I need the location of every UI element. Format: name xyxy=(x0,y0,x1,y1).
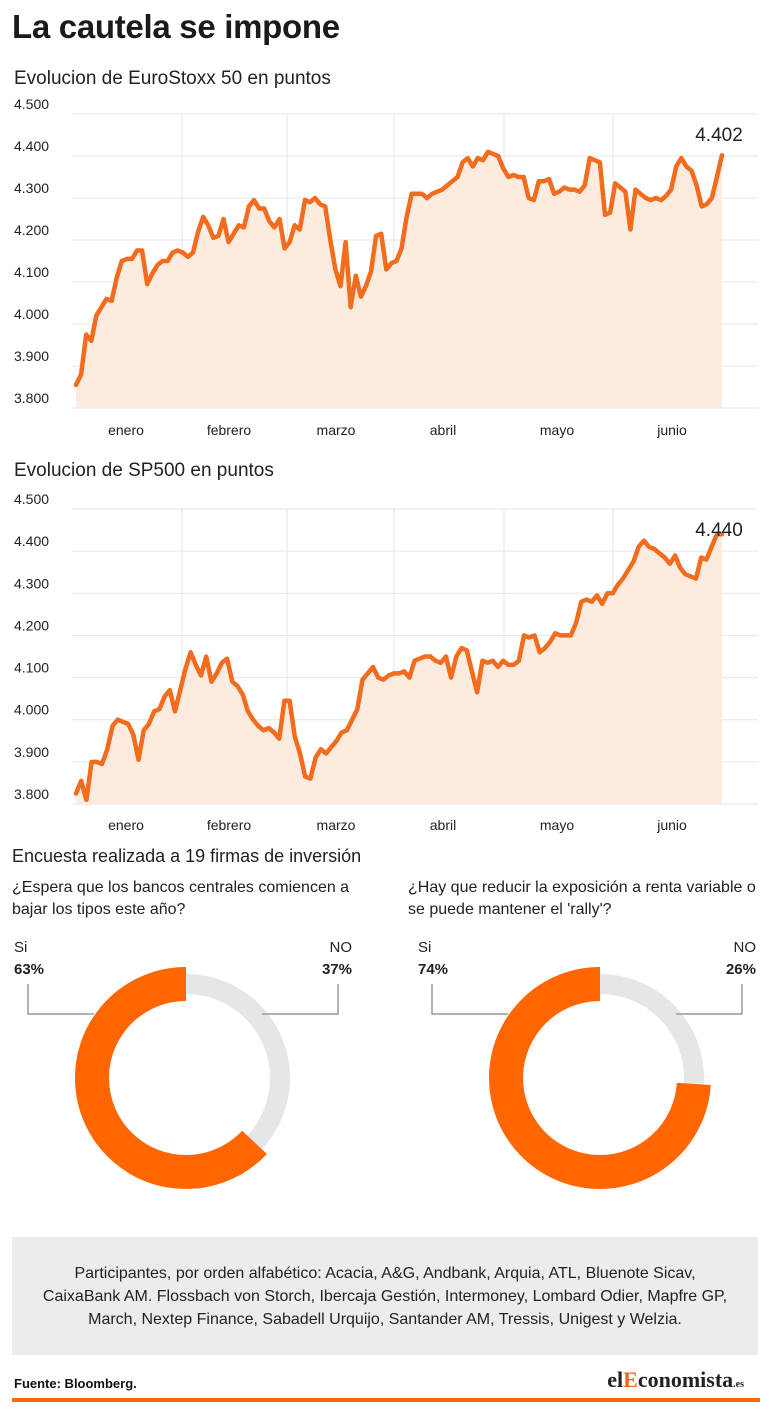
no-label: NO xyxy=(734,939,757,956)
logo-rest: conomista xyxy=(637,1367,734,1392)
question-1-text: ¿Espera que los bancos centrales comienc… xyxy=(12,879,350,918)
x-month-label: febrero xyxy=(207,422,252,438)
source-note: Fuente: Bloomberg. xyxy=(14,1376,137,1391)
series-line xyxy=(73,149,725,388)
y-tick-label: 4.300 xyxy=(14,180,49,196)
logo-es: .es xyxy=(733,1379,744,1390)
survey-title: Encuesta realizada a 19 firmas de invers… xyxy=(12,846,362,866)
connector-yes xyxy=(431,984,508,1015)
bottom-accent-bar xyxy=(12,1398,760,1402)
x-month-label: junio xyxy=(656,817,687,833)
x-month-label: junio xyxy=(656,422,687,438)
y-tick-label: 4.200 xyxy=(14,222,49,238)
question-2-text: ¿Hay que reducir la exposición a renta v… xyxy=(408,879,756,918)
y-tick-label: 4.000 xyxy=(14,306,49,322)
sp500-chart-title: Evolucion de SP500 en puntos xyxy=(14,460,274,481)
series-area xyxy=(76,534,722,804)
eurostoxx-chart-title: Evolucion de EuroStoxx 50 en puntos xyxy=(14,68,331,89)
yes-label: Si xyxy=(418,939,431,956)
x-month-label: febrero xyxy=(207,817,252,833)
x-month-label: enero xyxy=(108,817,144,833)
last-value-label: 4.440 xyxy=(695,520,743,541)
yes-value: 74% xyxy=(418,961,448,978)
y-tick-label: 4.300 xyxy=(14,575,49,591)
donut-yes-slice xyxy=(75,967,267,1189)
x-month-label: marzo xyxy=(317,817,356,833)
participants-text: Participantes, por orden alfabético: Aca… xyxy=(42,1264,728,1328)
eleconomista-logo: elEconomista.es xyxy=(607,1367,744,1393)
no-value: 37% xyxy=(322,961,352,978)
y-tick-label: 4.500 xyxy=(14,491,49,507)
logo-e: E xyxy=(623,1367,638,1392)
yes-label: Si xyxy=(14,939,27,956)
connector-yes xyxy=(27,984,94,1015)
y-tick-label: 4.000 xyxy=(14,702,49,718)
y-tick-label: 3.900 xyxy=(14,744,49,760)
x-month-label: marzo xyxy=(317,422,356,438)
connector-no xyxy=(262,984,339,1015)
donut-yes-slice xyxy=(489,967,711,1189)
series-line xyxy=(73,532,725,803)
x-month-label: mayo xyxy=(540,817,574,833)
y-tick-label: 3.800 xyxy=(14,786,49,802)
y-tick-label: 4.500 xyxy=(14,96,49,112)
y-tick-label: 4.200 xyxy=(14,617,49,633)
x-month-label: abril xyxy=(430,422,456,438)
x-month-label: mayo xyxy=(540,422,574,438)
participants-box: Participantes, por orden alfabético: Aca… xyxy=(12,1237,758,1355)
y-tick-label: 3.900 xyxy=(14,348,49,364)
no-value: 26% xyxy=(726,961,756,978)
y-tick-label: 4.400 xyxy=(14,533,49,549)
connector-no xyxy=(676,984,743,1015)
series-area xyxy=(76,151,722,409)
y-tick-label: 4.100 xyxy=(14,264,49,280)
y-tick-label: 3.800 xyxy=(14,390,49,406)
no-label: NO xyxy=(330,939,353,956)
y-tick-label: 4.100 xyxy=(14,660,49,676)
yes-value: 63% xyxy=(14,961,44,978)
x-month-label: abril xyxy=(430,817,456,833)
page-title: La cautela se impone xyxy=(12,8,340,45)
last-value-label: 4.402 xyxy=(695,125,743,146)
logo-el: el xyxy=(607,1367,624,1392)
x-month-label: enero xyxy=(108,422,144,438)
y-tick-label: 4.400 xyxy=(14,138,49,154)
